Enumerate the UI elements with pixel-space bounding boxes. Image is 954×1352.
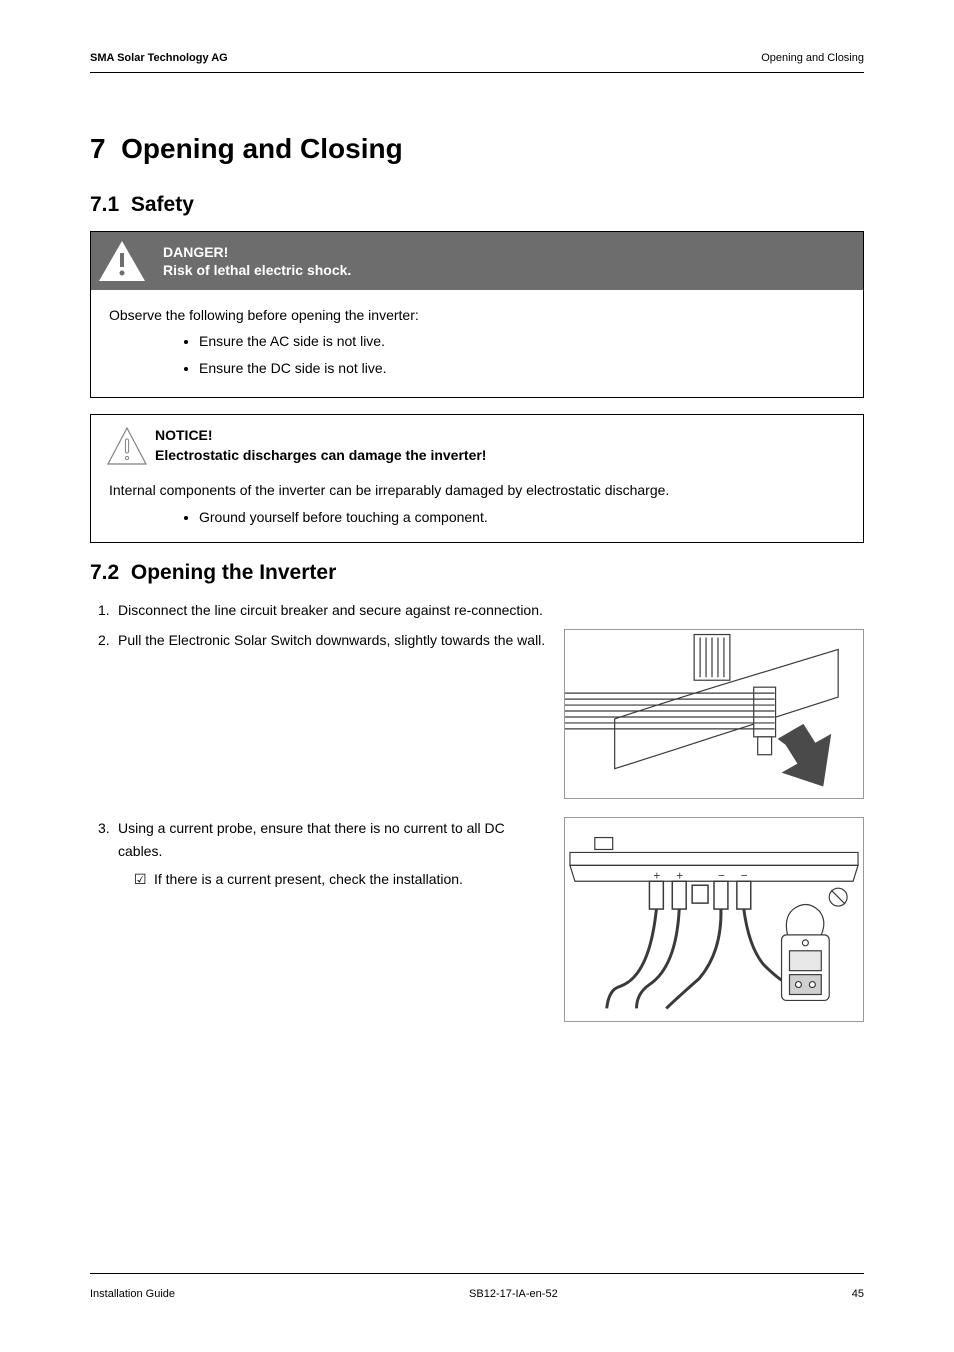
section-safety-title: 7.1 Safety — [90, 193, 864, 217]
header-section: Opening and Closing — [761, 52, 864, 64]
footer-divider — [90, 1273, 864, 1274]
svg-text:+: + — [653, 869, 660, 883]
danger-body: Observe the following before opening the… — [91, 290, 863, 397]
danger-subtitle: Risk of lethal electric shock. — [163, 262, 351, 278]
notice-header-text: NOTICE! Electrostatic discharges can dam… — [155, 425, 486, 463]
svg-text:−: − — [741, 869, 748, 883]
chapter-title: 7 Opening and Closing — [90, 133, 864, 165]
page-footer: Installation Guide SB12-17-IA-en-52 45 — [90, 1288, 864, 1300]
step-3-text: Using a current probe, ensure that there… — [118, 817, 550, 862]
step-2-illustration — [564, 629, 864, 799]
notice-subtitle: Electrostatic discharges can damage the … — [155, 447, 486, 463]
header-divider — [90, 72, 864, 73]
danger-intro: Observe the following before opening the… — [109, 304, 845, 326]
chapter-number: 7 — [90, 133, 106, 164]
step-1: 1. Disconnect the line circuit breaker a… — [90, 599, 864, 621]
danger-bullet-1: Ensure the AC side is not live. — [199, 330, 845, 352]
page-header: SMA Solar Technology AG Opening and Clos… — [90, 52, 864, 64]
section-safety-number: 7.1 — [90, 193, 119, 216]
footer-left: Installation Guide — [90, 1288, 175, 1300]
step-3-check: ☑ If there is a current present, check t… — [118, 868, 550, 890]
danger-bullet-list: Ensure the AC side is not live. Ensure t… — [109, 330, 845, 379]
notice-triangle-icon — [99, 425, 155, 469]
danger-box: DANGER! Risk of lethal electric shock. O… — [90, 231, 864, 398]
section-opening-title: 7.2 Opening the Inverter — [90, 561, 864, 585]
notice-box: NOTICE! Electrostatic discharges can dam… — [90, 414, 864, 543]
danger-label: DANGER! — [163, 244, 351, 260]
notice-header: NOTICE! Electrostatic discharges can dam… — [91, 415, 863, 469]
danger-header: DANGER! Risk of lethal electric shock. — [91, 232, 863, 290]
notice-bullet-list: Ground yourself before touching a compon… — [109, 506, 845, 528]
step-1-text: Disconnect the line circuit breaker and … — [118, 599, 864, 621]
chapter-name: Opening and Closing — [121, 133, 403, 164]
step-2-text: Pull the Electronic Solar Switch downwar… — [118, 629, 564, 651]
svg-text:−: − — [718, 869, 725, 883]
step-3-text-col: Using a current probe, ensure that there… — [118, 817, 564, 890]
footer-page-number: 45 — [852, 1288, 864, 1300]
step-1-number: 1. — [90, 599, 118, 621]
step-2: 2. Pull the Electronic Solar Switch down… — [90, 629, 864, 799]
notice-bullet-1: Ground yourself before touching a compon… — [199, 506, 845, 528]
step-2-number: 2. — [90, 629, 118, 651]
notice-body-text: Internal components of the inverter can … — [109, 479, 845, 501]
section-opening-name: Opening the Inverter — [131, 561, 336, 584]
danger-bullet-2: Ensure the DC side is not live. — [199, 357, 845, 379]
notice-body: Internal components of the inverter can … — [91, 469, 863, 542]
footer-center: SB12-17-IA-en-52 — [469, 1288, 558, 1300]
header-company: SMA Solar Technology AG — [90, 52, 228, 64]
danger-triangle-icon — [91, 232, 153, 290]
notice-label: NOTICE! — [155, 427, 486, 443]
section-safety-name: Safety — [131, 193, 194, 216]
step-3-number: 3. — [90, 817, 118, 839]
danger-header-text: DANGER! Risk of lethal electric shock. — [153, 232, 361, 290]
section-opening-number: 7.2 — [90, 561, 119, 584]
step-3: 3. Using a current probe, ensure that th… — [90, 817, 864, 1022]
step-3-check-text: If there is a current present, check the… — [154, 868, 550, 890]
step-3-illustration: + + − − — [564, 817, 864, 1022]
steps-list: 1. Disconnect the line circuit breaker a… — [90, 599, 864, 1022]
svg-text:+: + — [676, 869, 683, 883]
checkbox-icon: ☑ — [134, 868, 154, 890]
